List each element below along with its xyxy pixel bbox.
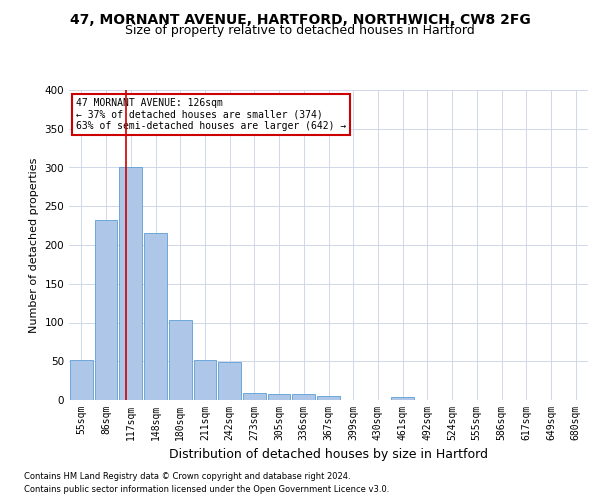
Bar xyxy=(243,393,266,400)
Text: Contains public sector information licensed under the Open Government Licence v3: Contains public sector information licen… xyxy=(24,485,389,494)
Bar xyxy=(70,360,93,400)
Text: 47, MORNANT AVENUE, HARTFORD, NORTHWICH, CW8 2FG: 47, MORNANT AVENUE, HARTFORD, NORTHWICH,… xyxy=(70,12,530,26)
Text: Contains HM Land Registry data © Crown copyright and database right 2024.: Contains HM Land Registry data © Crown c… xyxy=(24,472,350,481)
Bar xyxy=(292,394,315,400)
Bar xyxy=(218,362,241,400)
Bar xyxy=(194,360,216,400)
X-axis label: Distribution of detached houses by size in Hartford: Distribution of detached houses by size … xyxy=(169,448,488,462)
Bar xyxy=(144,234,167,400)
Bar xyxy=(317,396,340,400)
Bar xyxy=(169,320,191,400)
Bar xyxy=(268,394,290,400)
Y-axis label: Number of detached properties: Number of detached properties xyxy=(29,158,39,332)
Text: 47 MORNANT AVENUE: 126sqm
← 37% of detached houses are smaller (374)
63% of semi: 47 MORNANT AVENUE: 126sqm ← 37% of detac… xyxy=(76,98,346,131)
Bar xyxy=(119,168,142,400)
Bar xyxy=(391,397,414,400)
Text: Size of property relative to detached houses in Hartford: Size of property relative to detached ho… xyxy=(125,24,475,37)
Bar xyxy=(95,220,118,400)
